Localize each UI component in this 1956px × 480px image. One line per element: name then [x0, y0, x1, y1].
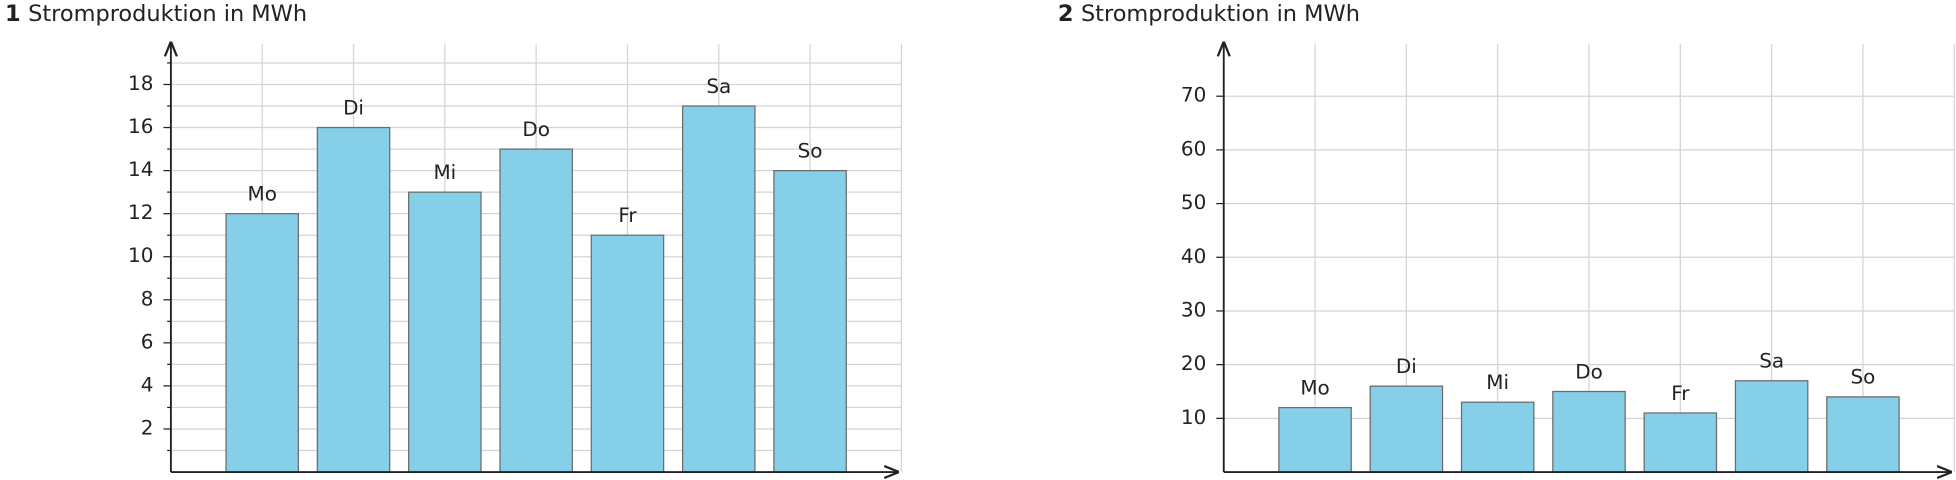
y-tick-label: 12 [128, 200, 153, 224]
bar [408, 191, 482, 473]
category-label: Fr [1671, 381, 1690, 405]
bar [1460, 401, 1535, 473]
bar [590, 234, 665, 473]
bar [1826, 396, 1900, 473]
y-tick-label: 14 [128, 157, 153, 181]
chart-number: 1 [5, 1, 21, 27]
category-label: Do [1575, 359, 1603, 383]
bar [1734, 380, 1809, 473]
bar [316, 126, 391, 473]
chart-title: 1 Stromproduktion in MWh [5, 1, 307, 27]
bar [1278, 406, 1352, 473]
bar [1643, 412, 1718, 473]
chart-title-text: Stromproduktion in MWh [1081, 1, 1360, 27]
y-tick-label: 6 [141, 329, 154, 353]
category-label: Do [522, 117, 550, 141]
bar [681, 105, 756, 473]
y-tick-label: 4 [141, 372, 154, 396]
category-label: Mo [1300, 375, 1329, 399]
chart-title-text: Stromproduktion in MWh [28, 1, 307, 27]
y-tick-label: 20 [1181, 351, 1206, 375]
chart-number: 2 [1058, 1, 1074, 27]
category-label: So [798, 138, 823, 162]
bar [1369, 385, 1444, 473]
y-tick-label: 8 [141, 286, 154, 310]
bar [499, 148, 573, 473]
y-tick-label: 40 [1181, 244, 1206, 268]
y-tick-label: 60 [1181, 136, 1206, 160]
category-label: Mi [433, 160, 456, 184]
y-tick-label: 10 [1181, 405, 1206, 429]
y-tick-label: 10 [128, 243, 153, 267]
category-label: So [1851, 365, 1876, 389]
category-label: Di [343, 95, 364, 119]
category-label: Fr [618, 203, 637, 227]
category-label: Mo [248, 181, 277, 205]
category-label: Sa [1759, 349, 1784, 373]
y-tick-label: 70 [1181, 83, 1206, 107]
category-label: Di [1396, 354, 1417, 378]
category-label: Sa [706, 74, 731, 98]
bar [773, 169, 847, 473]
chart-title: 2 Stromproduktion in MWh [1058, 1, 1360, 27]
y-tick-label: 30 [1181, 297, 1206, 321]
y-tick-label: 50 [1181, 190, 1206, 214]
category-label: Mi [1486, 370, 1509, 394]
y-tick-label: 2 [141, 415, 154, 439]
bar [1552, 390, 1626, 473]
y-tick-label: 16 [128, 114, 153, 138]
y-tick-label: 18 [128, 71, 153, 95]
bar [225, 213, 300, 473]
